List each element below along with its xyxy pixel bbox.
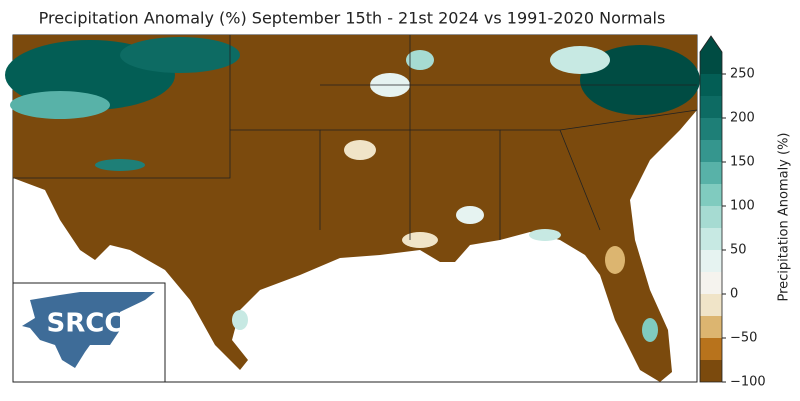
colorbar-segment (700, 316, 722, 338)
colorbar-segment (700, 338, 722, 360)
colorbar-segment (700, 250, 722, 272)
colorbar-segment (700, 228, 722, 250)
colorbar-tick-label: 0 (730, 287, 738, 302)
colorbar-tick-label: 50 (730, 243, 747, 258)
colorbar-segment (700, 272, 722, 294)
colorbar-segment (700, 118, 722, 140)
colorbar-segment (700, 360, 722, 382)
colorbar-tick-label: −100 (730, 375, 766, 390)
land (13, 35, 697, 382)
wet-areas (5, 37, 700, 342)
colorbar-segment (700, 96, 722, 118)
map-title: Precipitation Anomaly (%) September 15th… (39, 9, 666, 28)
colorbar: −100 −50 0 50 100 150 200 250 Precipitation Anom… (699, 35, 792, 390)
colorbar-outline (699, 35, 723, 383)
colorbar-label: Precipitation Anomaly (%) (777, 132, 792, 301)
extend-arrow (700, 36, 722, 52)
colorbar-segment (700, 140, 722, 162)
colorbar-segment (700, 184, 722, 206)
logo: SRCC (12, 282, 166, 383)
colorbar-tick-label: 100 (730, 199, 755, 214)
colorbar-segment (700, 162, 722, 184)
colorbar-tick-label: 200 (730, 111, 755, 126)
colorbar-segment (700, 74, 722, 96)
colorbar-segment (700, 294, 722, 316)
colorbar-segment (700, 206, 722, 228)
logo-text: SRCC (47, 309, 124, 339)
colorbar-tick-label: 150 (730, 155, 755, 170)
colorbar-tick-label: 250 (730, 67, 755, 82)
state-borders (13, 35, 698, 240)
logo-shape (22, 292, 155, 368)
colorbar-tick-label: −50 (730, 331, 757, 346)
colorbar-segment (700, 52, 722, 74)
